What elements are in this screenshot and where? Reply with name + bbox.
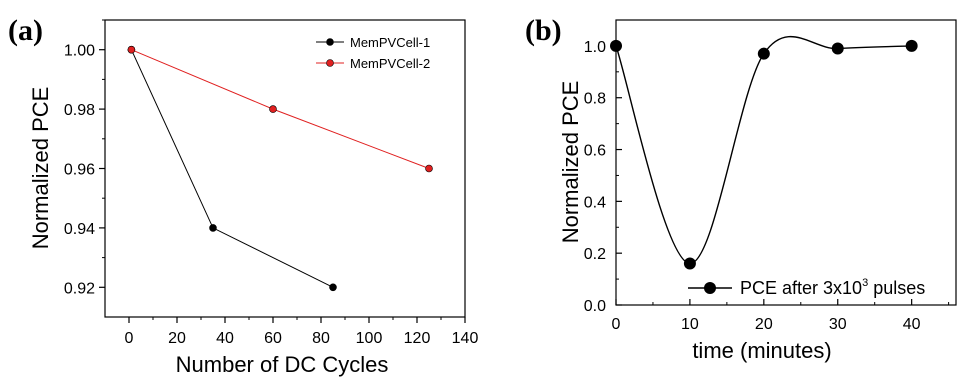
panel-b-x-tick-label: 30 [829,316,847,333]
panel-a-y-tick-label: 1.00 [64,43,95,60]
panel-b-y-tick-label: 0.4 [584,194,606,211]
panel-a-data-point [269,105,277,113]
panel-a-legend-swatch-marker [326,38,334,46]
panel-a-x-tick-label: 100 [356,330,383,347]
panel-a-x-tick-label: 40 [216,330,234,347]
panel-b-data-point [905,39,918,52]
panel-b-data-point [757,47,770,60]
panel-b-plot-frame [615,19,957,306]
panel-b-data-point [683,257,696,270]
panel-b-series [610,35,918,270]
panel-a-x-tick-label: 120 [404,330,431,347]
panel-a-x-tick-label: 20 [168,330,186,347]
panel-a-data-point [425,164,433,173]
panel-b-legend: PCE after 3x103 pulses [688,277,925,298]
panel-b-label: (b) [525,14,562,47]
panel-b-y-tick-label: 0.8 [584,91,606,108]
panel-a-x-tick-label: 0 [125,330,134,347]
panel-b-data-point [831,42,844,55]
panel-a-legend-label: MemPVCell-1 [350,35,430,50]
panel-b-x-axis-title: time (minutes) [692,338,831,363]
panel-a-ticks: 0 20 40 60 80 100 120 140 0.92 0.94 0.96 0.98 1.00 [64,19,479,347]
panel-a-legend-swatch-marker [326,59,334,67]
panel-a-y-tick-label: 0.98 [64,102,95,119]
panel-b-y-tick-label: 0.2 [584,246,606,263]
panel-b: (b) 0 10 20 30 40 0.0 0.2 0.4 0.6 0.8 1.0 PCE afte… [525,14,957,363]
panel-b-y-tick-label: 1.0 [584,39,606,56]
panel-a: (a) 0 20 40 60 80 100 120 140 0.92 0.94 0.96 0.98 1.… [8,14,478,377]
panel-a-x-tick-label: 140 [452,330,479,347]
panel-b-series-curve [615,35,912,265]
panel-b-y-tick-label: 0.6 [584,143,606,160]
panel-b-legend-swatch-marker [704,282,716,294]
panel-b-x-tick-label: 10 [681,316,699,333]
panel-b-data-point [610,39,622,52]
panel-b-legend-label: PCE after 3x103 pulses [740,277,925,298]
panel-b-y-axis-title: Normalized PCE [558,81,583,244]
panel-b-x-tick-label: 20 [755,316,773,333]
panel-a-x-tick-label: 60 [264,330,282,347]
panel-a-y-tick-label: 0.96 [64,162,95,179]
panel-b-y-tick-label: 0.0 [584,298,606,315]
panel-a-x-tick-label: 80 [312,330,330,347]
panel-a-y-axis-title: Normalized PCE [28,87,53,250]
panel-a-series [127,45,433,292]
panel-a-legend: MemPVCell-1 MemPVCell-2 [316,35,430,71]
panel-a-data-point [127,45,136,54]
panel-a-data-point [209,224,217,232]
panel-b-ticks: 0 10 20 30 40 0.0 0.2 0.4 0.6 0.8 1.0 [584,39,950,333]
panel-a-data-point [329,283,337,292]
panel-a-legend-label: MemPVCell-2 [350,56,430,71]
panel-b-x-tick-label: 40 [903,316,921,333]
panel-a-label: (a) [8,14,43,47]
panel-a-y-tick-label: 0.94 [64,221,95,238]
panel-a-series-line [130,49,334,288]
panel-a-y-tick-label: 0.92 [64,280,95,297]
panel-a-x-axis-title: Number of DC Cycles [176,352,389,377]
panel-b-x-tick-label: 0 [612,316,621,333]
